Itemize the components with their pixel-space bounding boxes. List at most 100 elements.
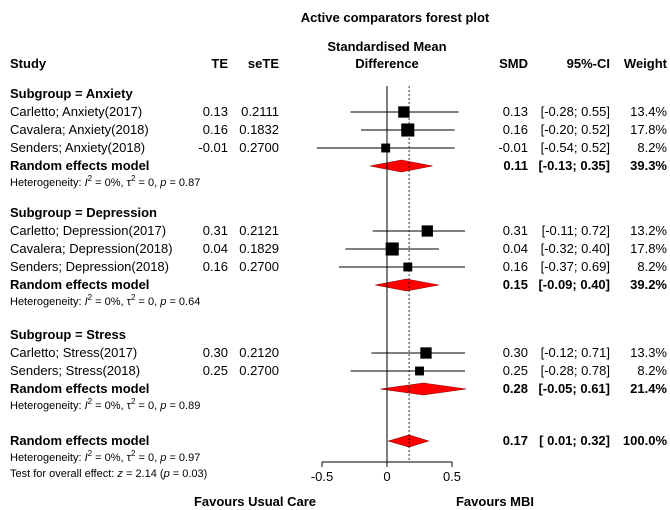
subgroup-label: Subgroup = Stress bbox=[10, 327, 126, 342]
study-weight: 17.8% bbox=[630, 241, 667, 256]
study-te: 0.16 bbox=[203, 259, 228, 274]
study-square bbox=[401, 123, 415, 137]
col-header-te: TE bbox=[211, 56, 228, 71]
study-smd: 0.13 bbox=[503, 104, 528, 119]
study-smd: -0.01 bbox=[498, 140, 528, 155]
study-ci: [-0.37; 0.69] bbox=[541, 259, 610, 274]
study-te: 0.04 bbox=[203, 241, 228, 256]
x-tick-label: 0.5 bbox=[443, 469, 461, 484]
study-sete: 0.2700 bbox=[239, 363, 279, 378]
study-name: Senders; Depression(2018) bbox=[10, 259, 169, 274]
pooled-label: Random effects model bbox=[10, 277, 149, 292]
pooled-diamond bbox=[375, 278, 440, 292]
pooled-smd: 0.15 bbox=[503, 277, 528, 292]
study-square bbox=[381, 143, 391, 153]
study-sete: 0.2111 bbox=[241, 104, 279, 119]
study-square bbox=[420, 347, 432, 359]
heterogeneity-label: Heterogeneity: I2 = 0%, τ2 = 0, p = 0.97 bbox=[10, 449, 200, 464]
pooled-smd: 0.28 bbox=[503, 381, 528, 396]
pooled-ci: [-0.09; 0.40] bbox=[538, 277, 610, 292]
pooled-diamond bbox=[380, 382, 467, 396]
col-header-effect-line1: Standardised Mean bbox=[327, 39, 446, 54]
pooled-ci: [-0.05; 0.61] bbox=[538, 381, 610, 396]
study-te: 0.16 bbox=[203, 122, 228, 137]
study-name: Carletto; Stress(2017) bbox=[10, 345, 137, 360]
study-smd: 0.16 bbox=[503, 259, 528, 274]
study-te: 0.31 bbox=[203, 223, 228, 238]
subgroup-label: Subgroup = Depression bbox=[10, 205, 157, 220]
study-weight: 13.2% bbox=[630, 223, 667, 238]
col-header-ci: 95%-CI bbox=[567, 56, 610, 71]
x-tick-label: 0 bbox=[383, 469, 390, 484]
study-smd: 0.30 bbox=[503, 345, 528, 360]
chart-title: Active comparators forest plot bbox=[301, 10, 490, 25]
overall-smd: 0.17 bbox=[503, 433, 528, 448]
overall-ci: [ 0.01; 0.32] bbox=[539, 433, 610, 448]
pooled-smd: 0.11 bbox=[503, 158, 528, 173]
overall-weight: 100.0% bbox=[623, 433, 668, 448]
study-ci: [-0.54; 0.52] bbox=[541, 140, 610, 155]
study-weight: 13.4% bbox=[630, 104, 667, 119]
study-sete: 0.2700 bbox=[239, 140, 279, 155]
study-name: Carletto; Depression(2017) bbox=[10, 223, 166, 238]
heterogeneity-label: Heterogeneity: I2 = 0%, τ2 = 0, p = 0.87 bbox=[10, 174, 200, 189]
study-ci: [-0.11; 0.72] bbox=[542, 223, 610, 238]
study-square bbox=[421, 225, 433, 237]
study-te: 0.13 bbox=[203, 104, 228, 119]
overall-label: Random effects model bbox=[10, 433, 149, 448]
col-header-sete: seTE bbox=[248, 56, 279, 71]
study-name: Cavalera; Anxiety(2018) bbox=[10, 122, 149, 137]
col-header-weight: Weight bbox=[624, 56, 668, 71]
heterogeneity-label: Heterogeneity: I2 = 0%, τ2 = 0, p = 0.64 bbox=[10, 293, 200, 308]
study-weight: 13.3% bbox=[630, 345, 667, 360]
study-square bbox=[385, 242, 399, 256]
study-sete: 0.2700 bbox=[239, 259, 279, 274]
study-smd: 0.31 bbox=[503, 223, 528, 238]
study-ci: [-0.32; 0.40] bbox=[541, 241, 610, 256]
pooled-weight: 39.3% bbox=[630, 158, 667, 173]
study-ci: [-0.28; 0.55] bbox=[541, 104, 610, 119]
favours-right-label: Favours MBI bbox=[456, 494, 534, 509]
pooled-diamond bbox=[387, 434, 430, 448]
study-weight: 8.2% bbox=[637, 363, 667, 378]
heterogeneity-label: Heterogeneity: I2 = 0%, τ2 = 0, p = 0.89 bbox=[10, 397, 200, 412]
study-name: Senders; Anxiety(2018) bbox=[10, 140, 145, 155]
study-weight: 8.2% bbox=[637, 259, 667, 274]
col-header-effect-line2: Difference bbox=[355, 56, 419, 71]
subgroup-label: Subgroup = Anxiety bbox=[10, 86, 133, 101]
study-ci: [-0.28; 0.78] bbox=[541, 363, 610, 378]
study-sete: 0.1829 bbox=[239, 241, 279, 256]
study-square bbox=[398, 106, 410, 118]
study-sete: 0.2120 bbox=[239, 345, 279, 360]
study-name: Carletto; Anxiety(2017) bbox=[10, 104, 142, 119]
study-name: Senders; Stress(2018) bbox=[10, 363, 140, 378]
study-te: 0.30 bbox=[203, 345, 228, 360]
study-smd: 0.04 bbox=[503, 241, 528, 256]
pooled-label: Random effects model bbox=[10, 381, 149, 396]
study-weight: 17.8% bbox=[630, 122, 667, 137]
study-sete: 0.1832 bbox=[239, 122, 279, 137]
col-header-smd: SMD bbox=[499, 56, 528, 71]
pooled-diamond bbox=[370, 159, 433, 173]
study-te: 0.25 bbox=[203, 363, 228, 378]
study-name: Cavalera; Depression(2018) bbox=[10, 241, 173, 256]
pooled-ci: [-0.13; 0.35] bbox=[538, 158, 610, 173]
study-smd: 0.16 bbox=[503, 122, 528, 137]
study-smd: 0.25 bbox=[503, 363, 528, 378]
pooled-weight: 21.4% bbox=[630, 381, 667, 396]
col-header-study: Study bbox=[10, 56, 47, 71]
forest-rows: Subgroup = Anxiety Carletto; Anxiety(2017… bbox=[10, 86, 667, 484]
study-sete: 0.2121 bbox=[239, 223, 279, 238]
pooled-weight: 39.2% bbox=[630, 277, 667, 292]
pooled-label: Random effects model bbox=[10, 158, 149, 173]
overall-test-label: Test for overall effect: z = 2.14 (p = 0… bbox=[10, 468, 207, 480]
study-square bbox=[403, 262, 413, 272]
study-square bbox=[415, 366, 424, 376]
favours-left-label: Favours Usual Care bbox=[194, 494, 316, 509]
study-te: -0.01 bbox=[198, 140, 228, 155]
study-ci: [-0.20; 0.52] bbox=[541, 122, 610, 137]
x-tick-label: -0.5 bbox=[311, 469, 333, 484]
study-ci: [-0.12; 0.71] bbox=[541, 345, 610, 360]
study-weight: 8.2% bbox=[637, 140, 667, 155]
